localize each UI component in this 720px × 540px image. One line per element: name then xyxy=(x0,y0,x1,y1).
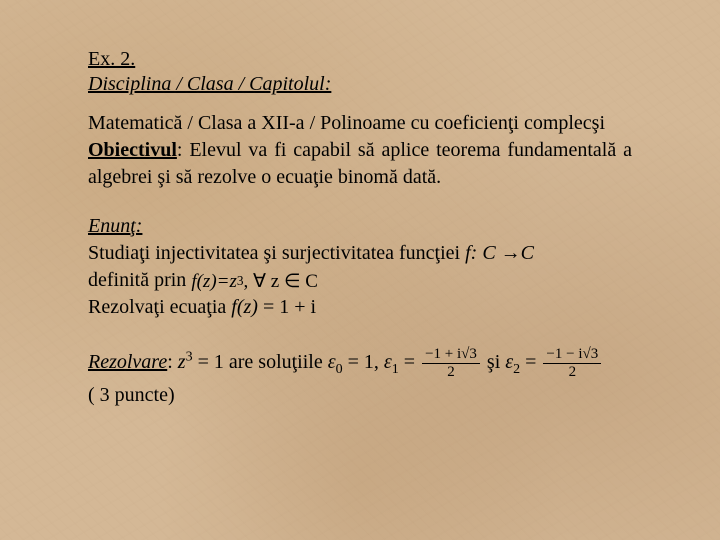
formula-f: f xyxy=(191,269,196,295)
formula-power: 3 xyxy=(237,272,244,290)
eps2: ε xyxy=(505,351,513,373)
formula-fz: f(z) = z3, ∀ z ∈ C xyxy=(191,269,318,295)
eps1-eq: = xyxy=(399,351,420,373)
formula-forall: , ∀ z ∈ C xyxy=(244,269,318,295)
equation-rhs: = 1 + i xyxy=(258,296,316,318)
frac-eps1-den: 2 xyxy=(447,364,455,380)
function-declaration: f: C →C xyxy=(465,242,534,264)
formula-equals: = xyxy=(217,269,230,295)
rez-z: z xyxy=(178,351,186,373)
eps1-sub: 1 xyxy=(392,362,399,377)
frac-eps1: −1 + i√3 2 xyxy=(422,347,480,380)
eps1: ε xyxy=(384,351,392,373)
discipline-label: Disciplina / Clasa / Capitolul: xyxy=(88,73,632,96)
formula-z-arg: z xyxy=(203,269,210,295)
rezolvare-colon: : xyxy=(167,351,178,373)
section-discipline: Matematică / Clasa a XII-a / Polinoame c… xyxy=(88,110,632,191)
rez-eq-text: = 1 are soluţiile xyxy=(193,351,328,373)
rez-si: şi xyxy=(487,351,505,373)
eps0-val: = 1, xyxy=(343,351,384,373)
formula-z-base: z xyxy=(229,269,236,295)
rez-pow: 3 xyxy=(186,350,193,365)
exercise-label: Ex. 2. xyxy=(88,48,632,71)
frac-eps2-den: 2 xyxy=(569,364,577,380)
eps2-eq: = xyxy=(520,351,541,373)
enunt-label: Enunţ: xyxy=(88,215,142,237)
enunt-solve: Rezolvaţi ecuaţia xyxy=(88,296,231,318)
discipline-text: Matematică / Clasa a XII-a / Polinoame c… xyxy=(88,112,605,134)
eps0-sub: 0 xyxy=(336,362,343,377)
rezolvare-label: Rezolvare xyxy=(88,351,167,373)
frac-eps1-num: −1 + i√3 xyxy=(422,347,480,364)
frac-eps2-num: −1 − i√3 xyxy=(543,347,601,364)
enunt-defined-by: definită prin xyxy=(88,269,191,291)
eps0: ε xyxy=(328,351,336,373)
objective-label: Obiectivul xyxy=(88,139,177,161)
equation-lhs: f(z) xyxy=(231,296,258,318)
points: ( 3 puncte) xyxy=(88,384,175,406)
enunt-line1: Studiaţi injectivitatea şi surjectivitat… xyxy=(88,242,465,264)
frac-eps2: −1 − i√3 2 xyxy=(543,347,601,380)
section-rezolvare: Rezolvare: z3 = 1 are soluţiile ε0 = 1, … xyxy=(88,347,632,409)
section-enunt: Enunţ: Studiaţi injectivitatea şi surjec… xyxy=(88,213,632,321)
